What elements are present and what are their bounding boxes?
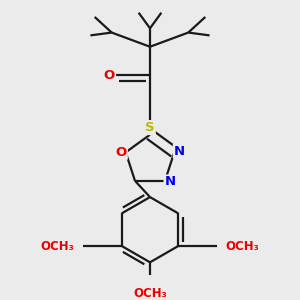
Text: S: S [145, 121, 155, 134]
Text: N: N [174, 145, 185, 158]
Text: OCH₃: OCH₃ [40, 239, 74, 253]
Text: O: O [116, 146, 127, 159]
Text: OCH₃: OCH₃ [133, 287, 167, 300]
Text: OCH₃: OCH₃ [226, 239, 260, 253]
Text: O: O [104, 69, 115, 82]
Text: N: N [164, 176, 176, 188]
